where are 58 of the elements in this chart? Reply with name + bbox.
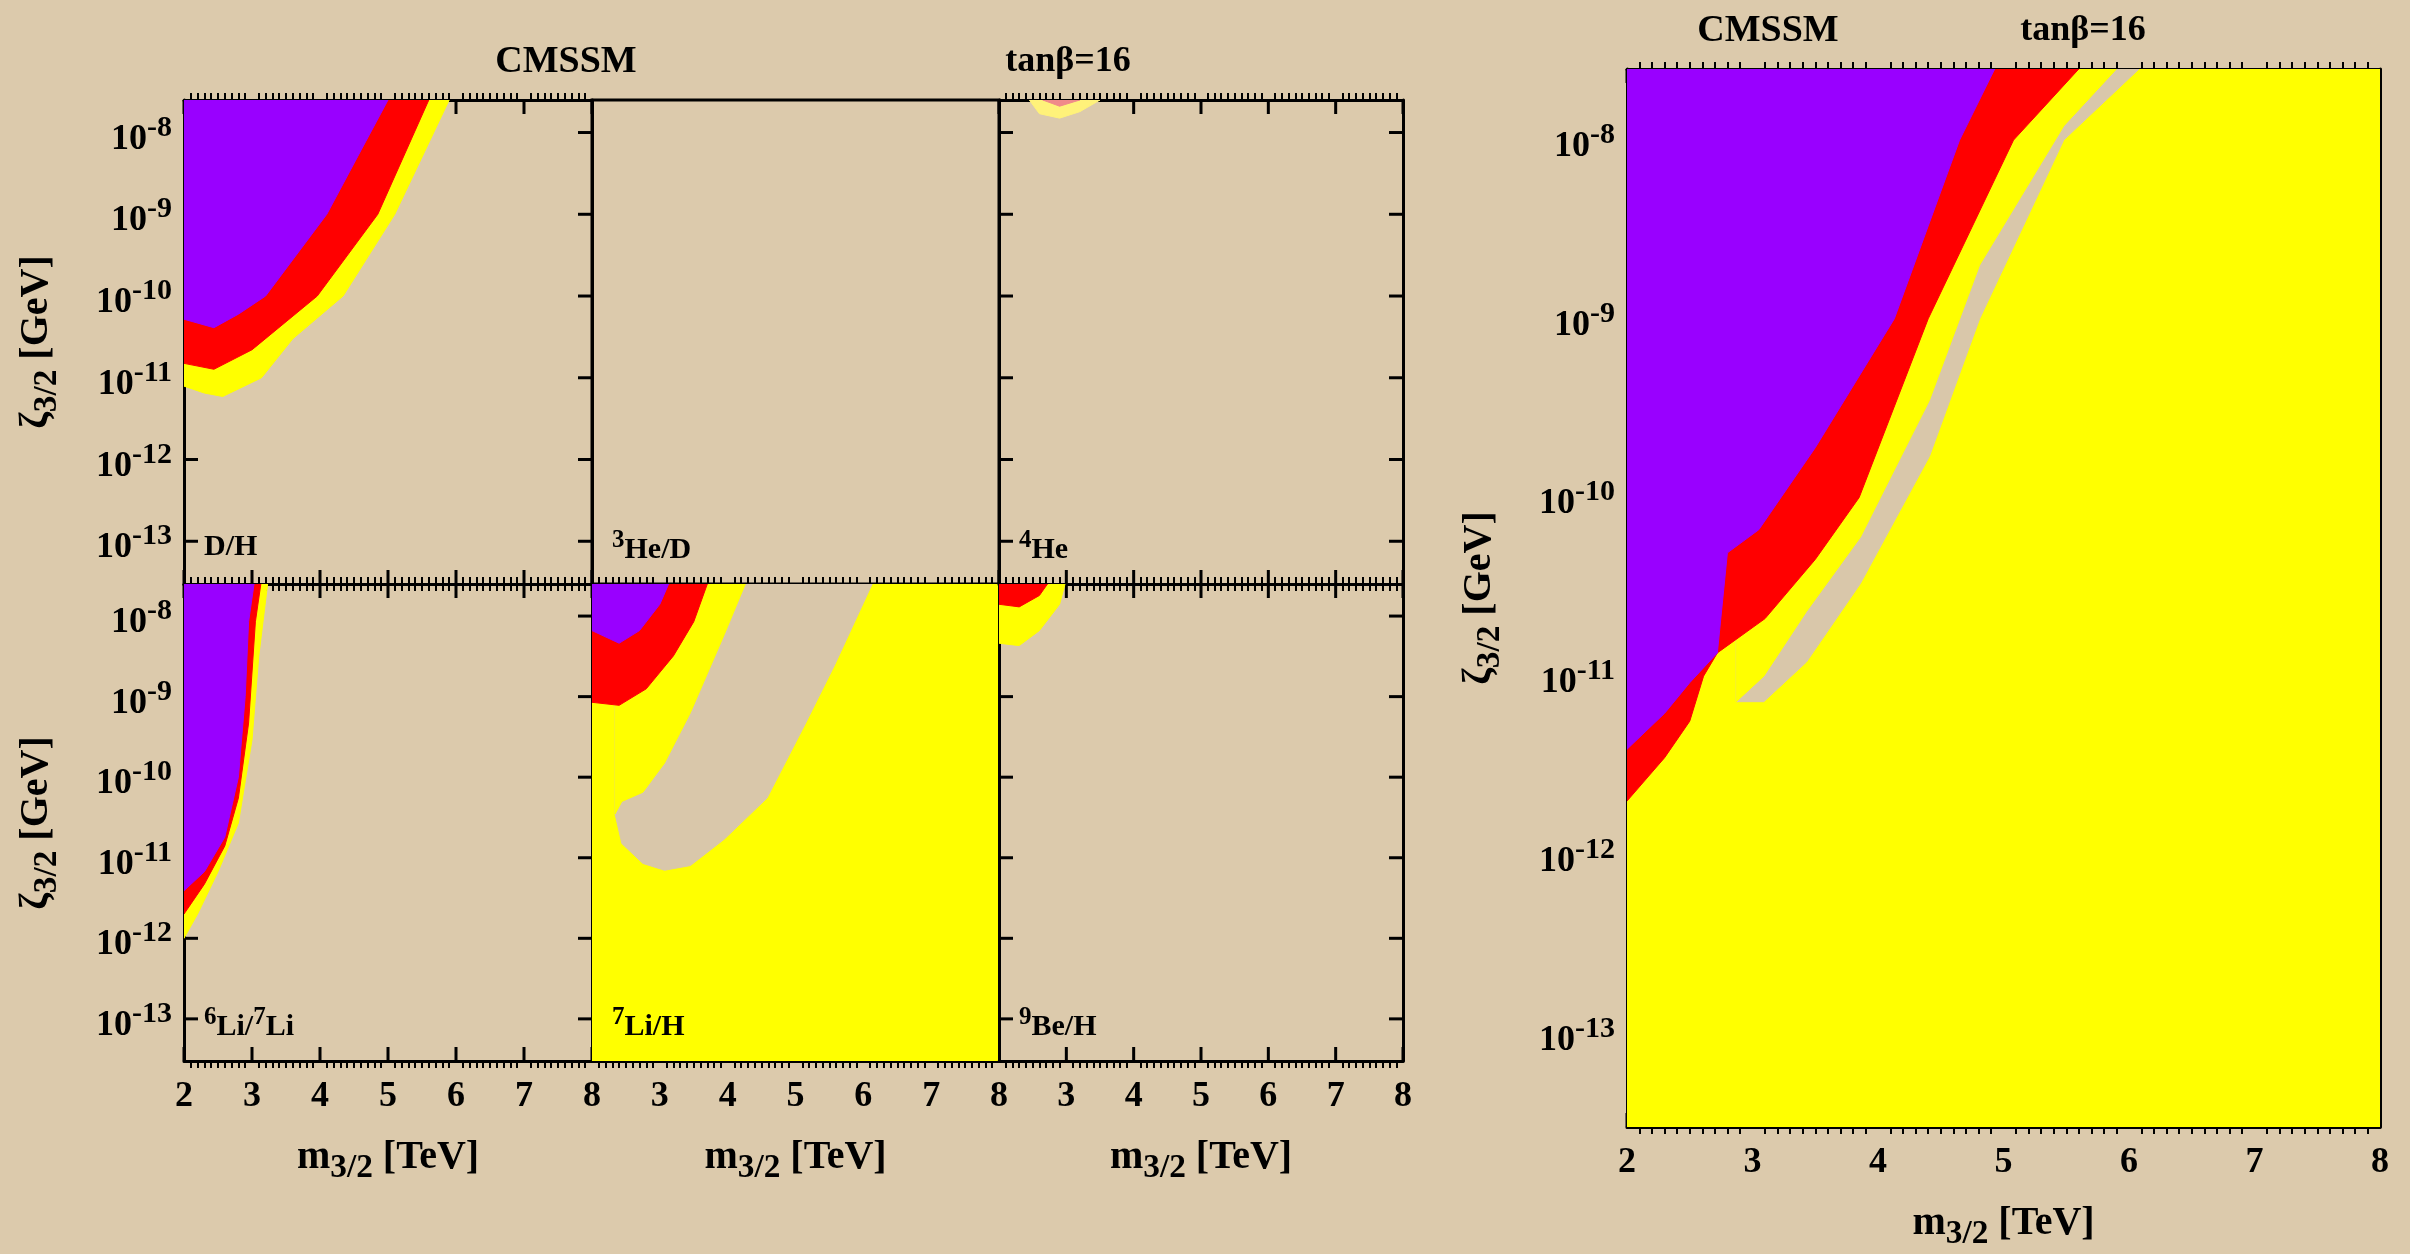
y-tick-label: 10$^{-13}$ xyxy=(1539,1009,1615,1058)
y-tick-label: 10$^{-11}$ xyxy=(1540,651,1615,701)
x-tick-label: 7 xyxy=(2245,1140,2264,1181)
x-tick-label: 2 xyxy=(175,1074,193,1115)
y-tick-label: 10$^{-13}$ xyxy=(96,994,172,1044)
annotation: D/H xyxy=(204,527,258,561)
x-tick-label: 6 xyxy=(854,1074,873,1115)
chart-subtitle: tanβ=16 xyxy=(2020,8,2146,49)
text: $^{3}$He/D xyxy=(612,524,692,564)
x-tick-label: 8 xyxy=(1394,1074,1412,1115)
y-tick-label: 10$^{-8}$ xyxy=(1554,115,1615,165)
x-tick-label: 3 xyxy=(650,1074,669,1115)
x-tick-label: 4 xyxy=(1869,1140,1887,1181)
x-tick-label: 5 xyxy=(379,1074,397,1115)
annotation: $^{6}$Li/$^{7}$Li xyxy=(204,1001,295,1041)
x-axis-title: m$_{3/2}$ [TeV] xyxy=(1109,1132,1293,1185)
x-tick-label: 7 xyxy=(515,1074,533,1115)
x-tick-label: 8 xyxy=(2371,1140,2389,1181)
y-tick-label: 10$^{-8}$ xyxy=(111,108,172,157)
x-tick-label: 6 xyxy=(1259,1074,1278,1115)
annotation: $^{4}$He xyxy=(1019,524,1069,564)
x-tick-label: 3 xyxy=(1057,1074,1076,1115)
y-tick-label: 10$^{-9}$ xyxy=(111,189,172,239)
y-tick-label: 10$^{-12}$ xyxy=(96,914,172,963)
x-tick-label: 7 xyxy=(1326,1074,1345,1115)
chart-title: CMSSM xyxy=(1697,7,1839,50)
x-tick-label: 5 xyxy=(1994,1140,2013,1181)
annotation: $^{7}$Li/H xyxy=(612,1001,685,1041)
x-axis-title: m$_{3/2}$ [TeV] xyxy=(296,1132,480,1185)
y-tick-label: 10$^{-9}$ xyxy=(111,672,172,721)
y-tick-label: 10$^{-12}$ xyxy=(1539,830,1615,880)
text: tanβ=16 xyxy=(1005,39,1131,80)
x-tick-label: 7 xyxy=(922,1074,941,1115)
y-tick-label: 10$^{-11}$ xyxy=(97,353,172,403)
y-tick-label: 10$^{-10}$ xyxy=(96,271,172,321)
x-tick-label: 5 xyxy=(1192,1074,1210,1115)
annotation: $^{9}$Be/H xyxy=(1019,1001,1097,1041)
text: CMSSM xyxy=(495,38,637,81)
x-tick-label: 6 xyxy=(2120,1140,2138,1181)
x-tick-label: 4 xyxy=(311,1074,329,1115)
x-tick-label: 3 xyxy=(243,1074,261,1115)
y-tick-label: 10$^{-12}$ xyxy=(96,435,172,484)
y-tick-label: 10$^{-10}$ xyxy=(96,752,172,802)
x-tick-label: 4 xyxy=(718,1074,737,1115)
x-tick-label: 6 xyxy=(447,1074,465,1115)
y-tick-label: 10$^{-10}$ xyxy=(1539,473,1615,522)
x-tick-label: 2 xyxy=(1618,1140,1636,1181)
x-tick-label: 4 xyxy=(1124,1074,1143,1115)
x-tick-label: 8 xyxy=(583,1074,601,1115)
y-tick-label: 10$^{-8}$ xyxy=(111,591,172,641)
y-tick-label: 10$^{-9}$ xyxy=(1554,294,1615,344)
x-tick-label: 8 xyxy=(990,1074,1008,1115)
y-tick-label: 10$^{-13}$ xyxy=(96,516,172,566)
x-axis-title: m$_{3/2}$ [TeV] xyxy=(1912,1198,2095,1251)
y-tick-label: 10$^{-11}$ xyxy=(97,833,172,883)
x-axis-title: m$_{3/2}$ [TeV] xyxy=(704,1132,887,1185)
x-tick-label: 3 xyxy=(1743,1140,1762,1181)
x-tick-label: 5 xyxy=(786,1074,805,1115)
